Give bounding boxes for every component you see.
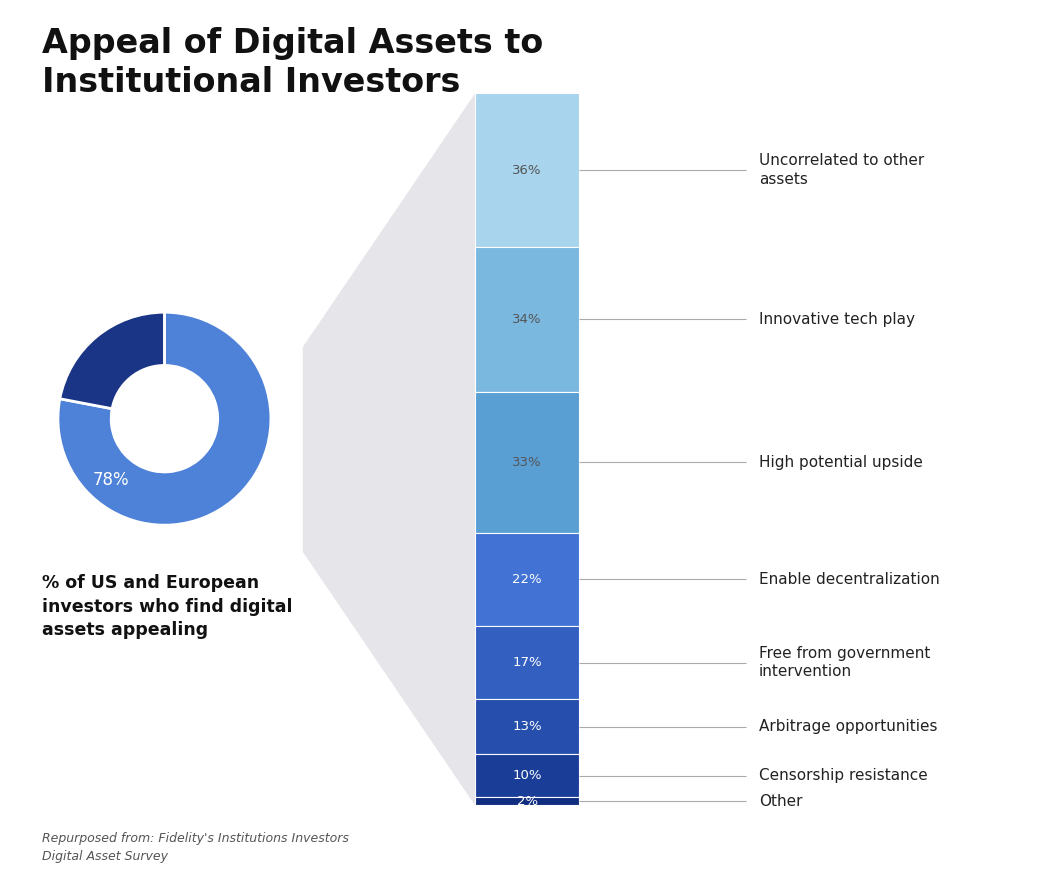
Text: Free from government
intervention: Free from government intervention <box>759 646 930 679</box>
Bar <box>475 755 579 797</box>
Bar <box>475 532 579 627</box>
Text: 33%: 33% <box>513 456 542 469</box>
Bar <box>475 392 579 532</box>
Text: 10%: 10% <box>513 769 542 782</box>
Text: Appeal of Digital Assets to
Institutional Investors: Appeal of Digital Assets to Institutiona… <box>42 27 543 99</box>
Text: 2%: 2% <box>517 795 538 808</box>
Text: Innovative tech play: Innovative tech play <box>759 312 915 327</box>
Wedge shape <box>60 312 165 409</box>
Bar <box>475 627 579 699</box>
Text: 13%: 13% <box>513 720 542 733</box>
Text: Repurposed from: Fidelity's Institutions Investors
Digital Asset Survey: Repurposed from: Fidelity's Institutions… <box>42 832 349 862</box>
Polygon shape <box>303 93 475 805</box>
Text: 22%: 22% <box>513 573 542 586</box>
Text: % of US and European
investors who find digital
assets appealing: % of US and European investors who find … <box>42 574 292 639</box>
Text: Uncorrelated to other
assets: Uncorrelated to other assets <box>759 153 924 187</box>
Bar <box>475 93 579 247</box>
Text: 78%: 78% <box>93 471 129 489</box>
Text: 17%: 17% <box>513 656 542 669</box>
Text: Enable decentralization: Enable decentralization <box>759 572 940 587</box>
Text: High potential upside: High potential upside <box>759 455 923 470</box>
Text: Censorship resistance: Censorship resistance <box>759 768 928 783</box>
Text: 36%: 36% <box>513 164 542 177</box>
Text: Arbitrage opportunities: Arbitrage opportunities <box>759 719 938 734</box>
Bar <box>475 699 579 755</box>
Wedge shape <box>58 312 270 525</box>
Text: Other: Other <box>759 794 803 809</box>
Bar <box>475 247 579 392</box>
Bar <box>475 797 579 805</box>
Text: 34%: 34% <box>513 313 542 326</box>
